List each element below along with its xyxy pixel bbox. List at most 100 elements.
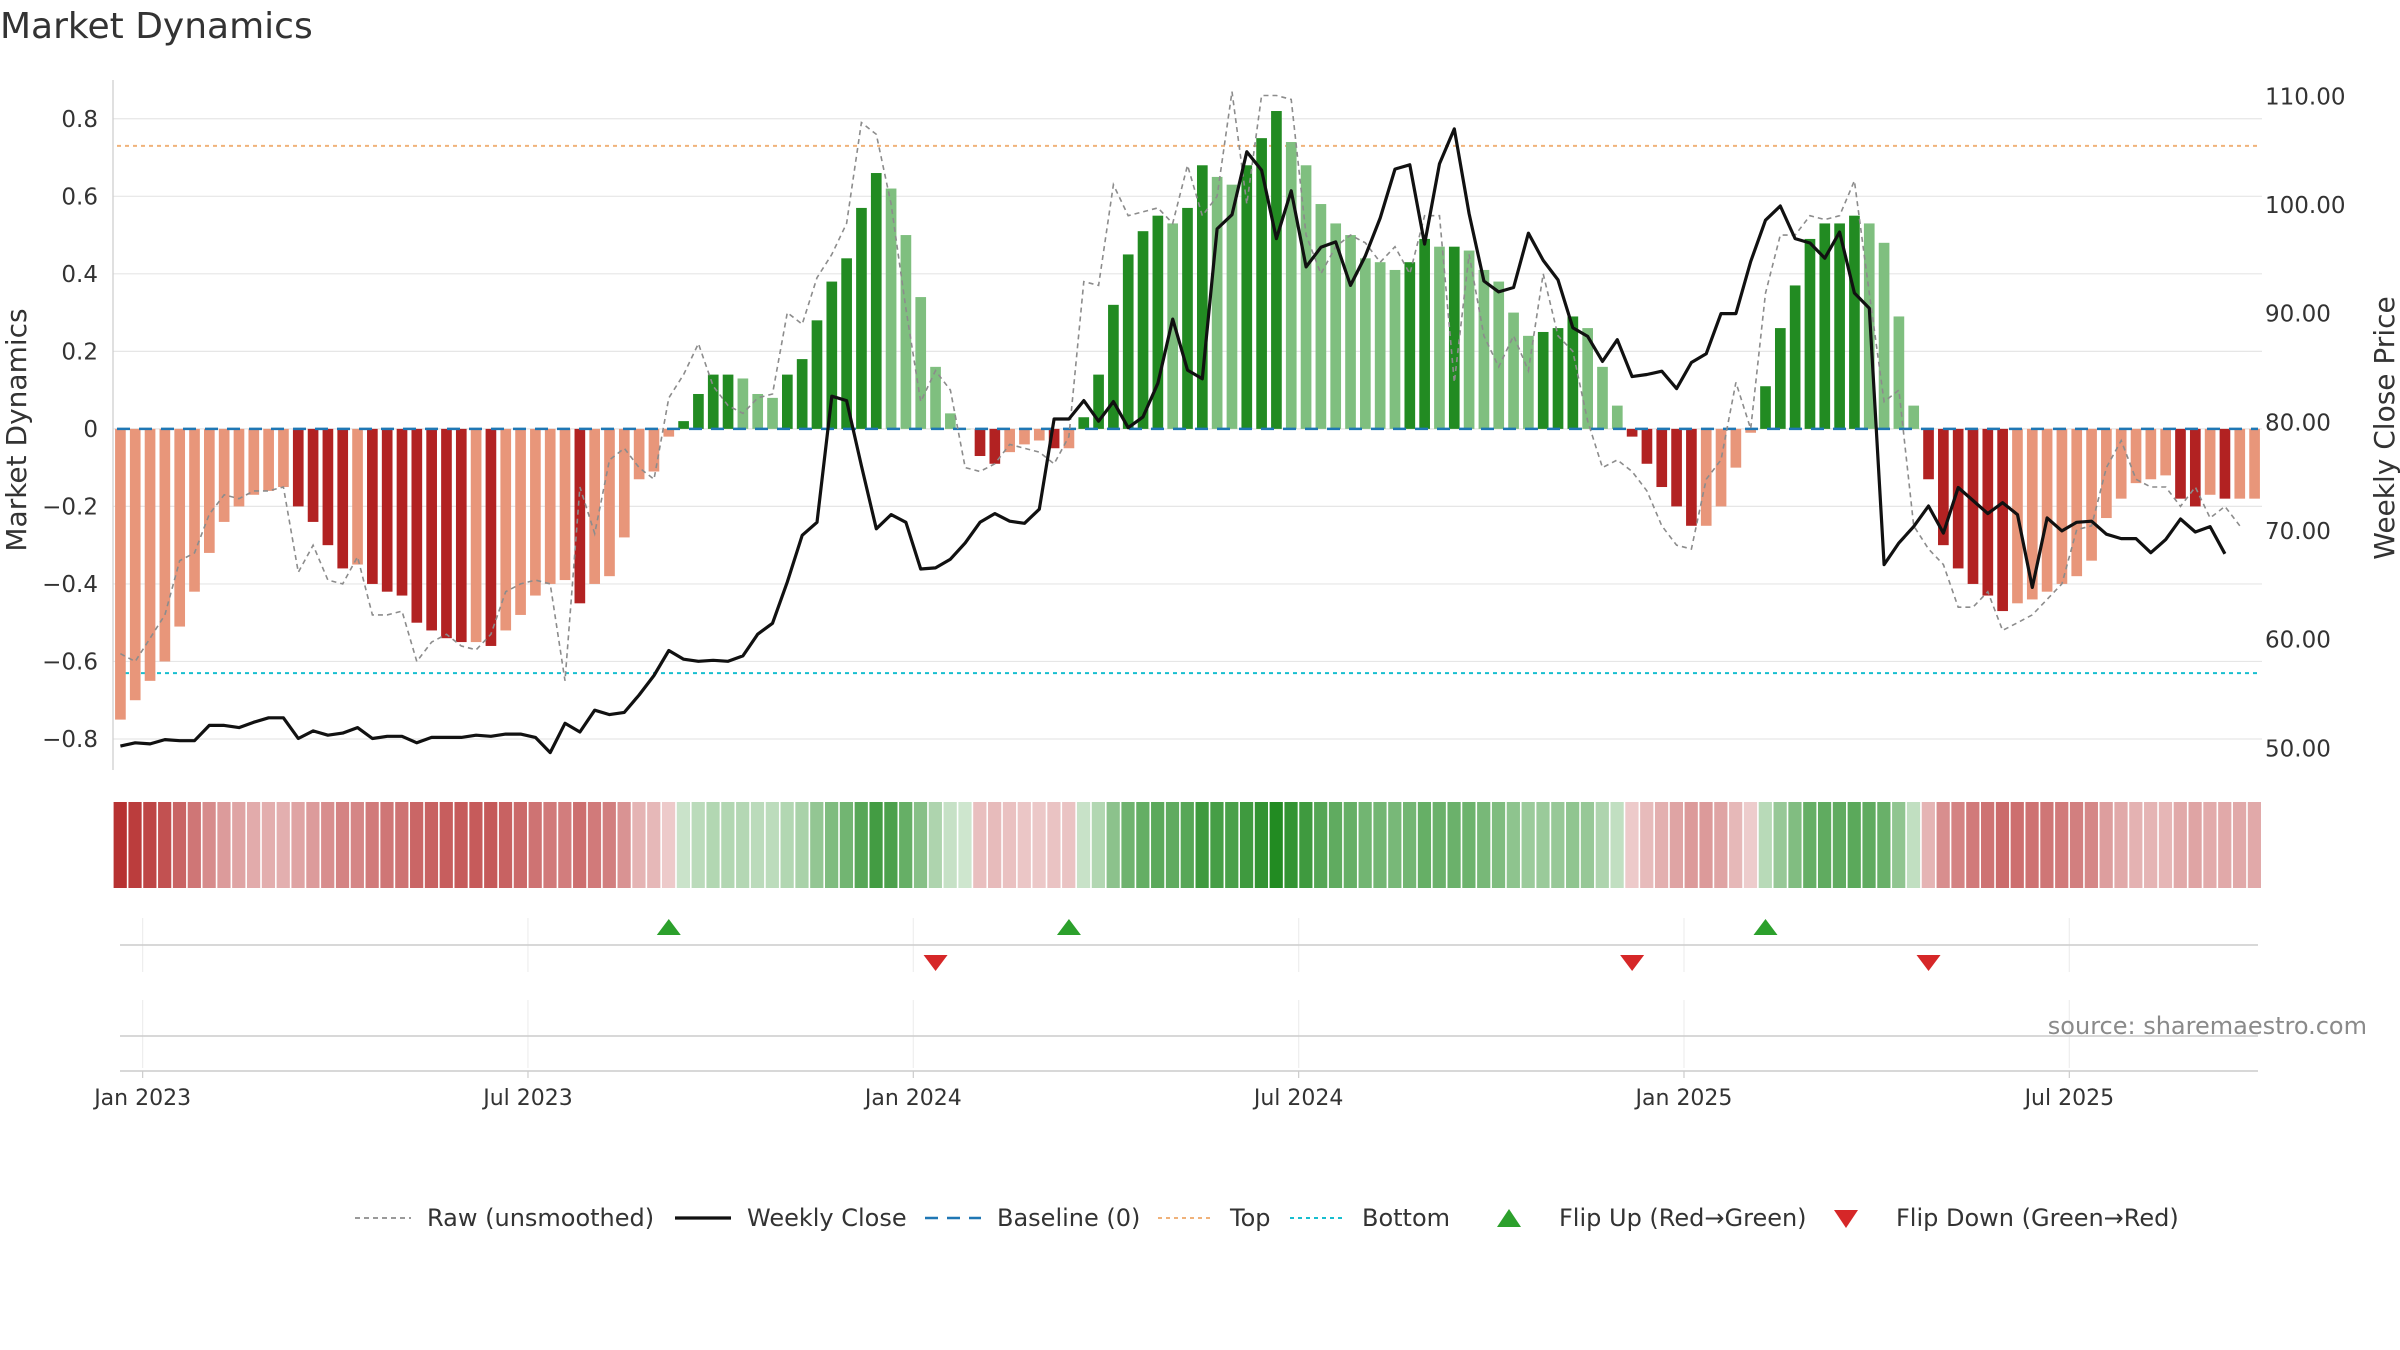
market-dynamics-bar <box>1997 428 2008 612</box>
market-dynamics-bar <box>307 428 319 522</box>
strip-cell <box>1299 802 1313 888</box>
strip-cell <box>513 802 527 888</box>
strip-cell <box>1358 802 1372 888</box>
strip-cell <box>988 802 1002 888</box>
strip-cell <box>2010 802 2024 888</box>
strip-cell <box>1032 802 1046 888</box>
strip-cell <box>1803 802 1817 888</box>
y-tick-label: −0.4 <box>42 572 98 598</box>
market-dynamics-bar <box>1523 335 1534 429</box>
strip-cell <box>1729 802 1743 888</box>
market-dynamics-bar <box>233 428 245 507</box>
strip-cell <box>1640 802 1654 888</box>
strip-cell <box>484 802 498 888</box>
strip-cell <box>1773 802 1787 888</box>
market-dynamics-bar <box>1019 428 1030 445</box>
y-tick-label: 0.6 <box>61 184 98 210</box>
strip-cell <box>2099 802 2113 888</box>
strip-cell <box>1047 802 1061 888</box>
strip-cell <box>2218 802 2232 888</box>
legend: Raw (unsmoothed) Weekly Close Baseline (0)… <box>355 1204 2179 1232</box>
reference-lines <box>117 144 2258 675</box>
y-tick-label: 0.4 <box>61 262 98 288</box>
market-dynamics-bar <box>411 428 423 623</box>
market-dynamics-bar <box>159 428 171 662</box>
strip-cell <box>158 802 172 888</box>
strip-cell <box>1921 802 1935 888</box>
strip-cell <box>1180 802 1194 888</box>
strip-cell <box>2129 802 2143 888</box>
strip-cell <box>113 802 127 888</box>
strip-cell <box>1669 802 1683 888</box>
date-tick-label: Jul 2024 <box>1252 1086 1344 1111</box>
strip-cell <box>2055 802 2069 888</box>
market-dynamics-bar <box>618 428 630 538</box>
strip-cell <box>2144 802 2158 888</box>
legend-item-flip_down: Flip Down (Green→Red) <box>1834 1204 2179 1232</box>
strip-cell <box>617 802 631 888</box>
market-dynamics-bar <box>1137 231 1149 429</box>
market-dynamics-bar <box>1330 223 1342 429</box>
flip-up-marker <box>1753 919 1778 935</box>
market-dynamics-bar <box>455 428 467 643</box>
strip-cell <box>1017 802 1031 888</box>
date-tick-label: Jan 2025 <box>1634 1086 1733 1111</box>
market-dynamics-bar <box>1448 246 1460 429</box>
market-dynamics-bar <box>574 428 586 604</box>
strip-cell <box>647 802 661 888</box>
market-dynamics-bar <box>1345 235 1356 429</box>
market-dynamics-bar <box>1730 428 1742 468</box>
market-dynamics-bar <box>470 428 482 643</box>
market-dynamics-bar <box>989 428 1001 464</box>
strip-cell <box>1210 802 1224 888</box>
strip-cell <box>795 802 809 888</box>
strip-cell <box>854 802 868 888</box>
market-dynamics-bar <box>1033 428 1045 441</box>
strip-cell <box>958 802 972 888</box>
market-dynamics-bar <box>1152 215 1164 429</box>
market-dynamics-bar <box>426 428 437 631</box>
strip-cell <box>2232 802 2247 888</box>
market-dynamics-bar <box>945 413 956 429</box>
market-dynamics-bar <box>1226 184 1238 429</box>
strip-cell <box>439 802 453 888</box>
market-dynamics-bar <box>1211 176 1223 429</box>
flip-up-marker <box>1056 919 1081 935</box>
strip-cell <box>2247 802 2261 888</box>
strip-cell <box>498 802 513 888</box>
y2-tick-label: 80.00 <box>2265 410 2331 436</box>
strip-cell <box>1447 802 1461 888</box>
strip-cell <box>2114 802 2128 888</box>
strip-cell <box>1610 802 1624 888</box>
heat-strip <box>113 802 2261 888</box>
strip-cell <box>943 802 957 888</box>
market-dynamics-bar <box>589 428 601 584</box>
strip-cell <box>1966 802 1980 888</box>
strip-cell <box>1832 802 1847 888</box>
strip-cell <box>202 802 216 888</box>
strip-cell <box>587 802 602 888</box>
market-dynamics-bar <box>1063 428 1075 449</box>
market-dynamics-bar <box>870 173 882 429</box>
market-dynamics-bar <box>1789 285 1801 429</box>
market-dynamics-bar <box>1374 262 1386 429</box>
strip-cell <box>2040 802 2054 888</box>
strip-cell <box>691 802 705 888</box>
market-dynamics-bar <box>2130 428 2142 484</box>
market-dynamics-bar <box>544 428 556 584</box>
strip-cell <box>1121 802 1135 888</box>
market-dynamics-bar <box>485 428 497 646</box>
market-dynamics-bar <box>1641 428 1653 464</box>
strip-cell <box>2069 802 2084 888</box>
strip-cell <box>1343 802 1357 888</box>
y2-tick-label: 110.00 <box>2265 84 2345 110</box>
strip-cell <box>973 802 987 888</box>
strip-cell <box>1195 802 1209 888</box>
market-dynamics-bar <box>1300 165 1312 429</box>
market-dynamics-bar <box>826 281 838 429</box>
strip-cell <box>1254 802 1269 888</box>
y2-tick-label: 50.00 <box>2265 736 2331 762</box>
y-tick-label: −0.2 <box>42 494 98 520</box>
strip-cell <box>172 802 187 888</box>
market-dynamics-bar <box>2160 428 2172 476</box>
